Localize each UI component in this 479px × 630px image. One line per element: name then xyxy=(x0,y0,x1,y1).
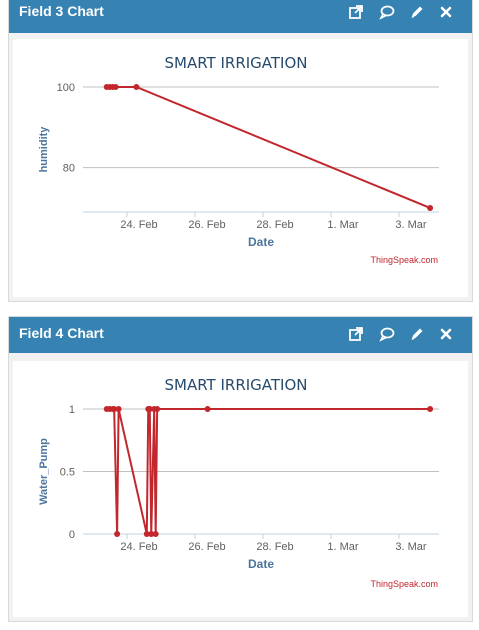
close-icon[interactable] xyxy=(438,326,454,342)
chart-card: SMART IRRIGATION 100 80 24. Feb 26. Feb 28. F… xyxy=(13,39,468,297)
x-tick-label: 26. Feb xyxy=(188,219,225,231)
data-point xyxy=(204,406,211,412)
chart-title: SMART IRRIGATION xyxy=(164,376,307,394)
x-tick-label: 28. Feb xyxy=(256,219,293,231)
panel-title: Field 3 Chart xyxy=(19,3,104,19)
x-axis-title: Date xyxy=(248,557,274,571)
data-point xyxy=(143,531,150,537)
panel-header: Field 3 Chart xyxy=(9,0,472,33)
field-4-chart-panel: Field 4 Chart SMART IRRIGATION 1 0.5 0 24. F… xyxy=(8,316,473,622)
data-point xyxy=(154,406,161,412)
data-point xyxy=(115,406,122,412)
x-tick-label: 3. Mar xyxy=(395,541,427,553)
comment-icon[interactable] xyxy=(379,4,395,20)
data-point xyxy=(111,406,118,412)
edit-pencil-icon[interactable] xyxy=(409,326,425,342)
edit-pencil-icon[interactable] xyxy=(409,4,425,20)
data-point xyxy=(114,531,121,537)
y-axis-title: Water_Pump xyxy=(38,438,50,505)
y-tick-label: 100 xyxy=(57,82,75,94)
y-tick-label: 0.5 xyxy=(60,467,75,479)
data-point xyxy=(427,204,434,211)
x-axis-title: Date xyxy=(248,235,274,249)
x-tick-label: 1. Mar xyxy=(327,541,359,553)
series-line xyxy=(106,86,431,209)
thingspeak-credit-link[interactable]: ThingSpeak.com xyxy=(370,579,438,589)
x-tick-label: 3. Mar xyxy=(395,219,427,231)
data-point xyxy=(148,531,155,537)
panel-title: Field 4 Chart xyxy=(19,325,104,341)
y-tick-label: 1 xyxy=(69,404,75,416)
x-tick-label: 1. Mar xyxy=(327,219,359,231)
data-point xyxy=(427,406,434,412)
x-tick-label: 24. Feb xyxy=(120,219,157,231)
chart-title: SMART IRRIGATION xyxy=(164,54,307,72)
field-3-chart-panel: Field 3 Chart SMART IRRIGATION 100 80 24. F… xyxy=(8,0,473,302)
data-point xyxy=(133,84,140,90)
humidity-chart: SMART IRRIGATION 100 80 24. Feb 26. Feb 28. F… xyxy=(38,54,439,249)
open-external-icon[interactable] xyxy=(348,326,364,342)
water-pump-chart: SMART IRRIGATION 1 0.5 0 24. Feb 26. Feb 28. F… xyxy=(38,376,439,571)
y-tick-label: 80 xyxy=(63,163,75,175)
panel-header: Field 4 Chart xyxy=(9,317,472,353)
chart-card: SMART IRRIGATION 1 0.5 0 24. Feb 26. Feb 28. F… xyxy=(13,361,468,617)
comment-icon[interactable] xyxy=(379,326,395,342)
y-tick-label: 0 xyxy=(69,529,75,541)
x-tick-label: 26. Feb xyxy=(188,541,225,553)
data-point xyxy=(152,531,159,537)
close-icon[interactable] xyxy=(438,4,454,20)
data-point xyxy=(112,84,119,90)
y-axis-title: humidity xyxy=(38,126,50,173)
thingspeak-credit-link[interactable]: ThingSpeak.com xyxy=(370,255,438,265)
x-tick-label: 24. Feb xyxy=(120,541,157,553)
data-point xyxy=(146,406,153,412)
open-external-icon[interactable] xyxy=(348,4,364,20)
x-tick-label: 28. Feb xyxy=(256,541,293,553)
